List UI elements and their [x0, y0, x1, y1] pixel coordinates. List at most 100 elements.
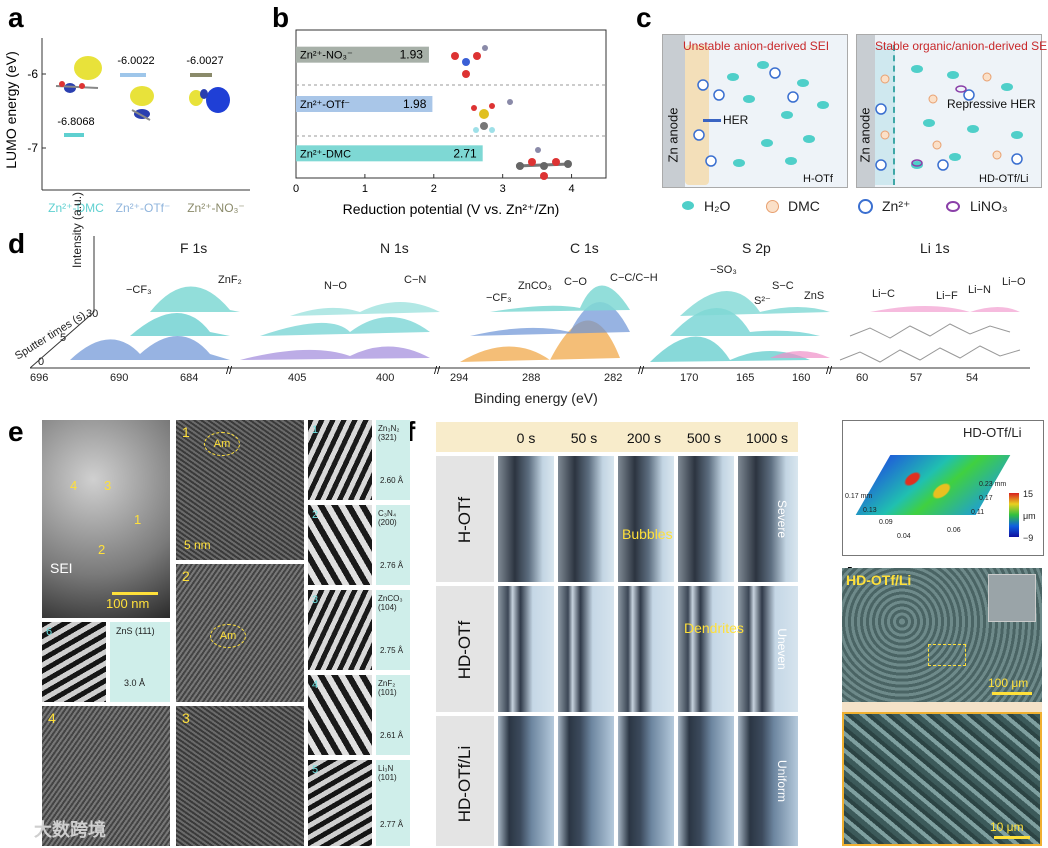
peak-li-o: Li−O — [1002, 276, 1026, 288]
status-uneven: Uneven — [775, 628, 789, 670]
peak-c-znco3: ZnCO₃ — [518, 280, 552, 292]
dendrites-label: Dendrites — [684, 620, 744, 636]
svg-text://: // — [434, 365, 441, 377]
xps-title-s2p: S 2p — [742, 240, 771, 256]
dspace-2: 2.76 Å — [380, 561, 404, 570]
profile-1: Zn₃N₂ (321) 2.60 Å — [376, 420, 410, 500]
molecule-no3-icon — [451, 45, 488, 78]
photo-r2-c4 — [678, 586, 734, 712]
panel-c-left-box: Zn anode Unstable anion-derived SEI HER … — [662, 34, 848, 188]
hr4-label: 4 — [48, 710, 56, 726]
orbital-no3-icon — [189, 87, 230, 113]
svg-text://: // — [638, 365, 645, 377]
time-1000s: 1000 s — [745, 430, 789, 446]
scale-100um: 100 μm — [988, 676, 1029, 690]
am-label-2: Am — [210, 624, 246, 648]
zoom-box — [928, 644, 966, 666]
peak-c-cf3: −CF₃ — [486, 292, 512, 304]
row-label-bg-2 — [436, 586, 494, 712]
scale-bar-top — [992, 692, 1032, 695]
panel-d-xps: Intensity (a.u.) Sputter times (s) 30 5 … — [13, 192, 1040, 412]
dspace-3: 2.75 Å — [380, 646, 404, 655]
colorbar-max: 15 — [1023, 489, 1034, 499]
time-200s: 200 s — [626, 430, 662, 446]
region-3-label: 3 — [104, 478, 112, 493]
legend-zn: Zn²⁺ — [882, 198, 911, 214]
am-label-1: Am — [204, 432, 240, 456]
tick-170: 170 — [680, 372, 699, 384]
photo-r3-c1 — [498, 716, 554, 846]
plane-1: Zn₃N₂ (321) — [378, 424, 400, 442]
time-0s: 0 s — [516, 430, 536, 446]
panel-a-cat-0: Zn²⁺-DMC — [48, 201, 104, 215]
peak-n-no: N−O — [324, 280, 347, 292]
photo-r1-c4 — [678, 456, 734, 582]
xps-title-f1s: F 1s — [180, 240, 208, 256]
xps-title-li1s: Li 1s — [920, 240, 950, 256]
ztick-5: 5 — [60, 332, 67, 344]
row-label-hotf: H-OTf — [455, 496, 474, 544]
fringe-image-2: 2 — [308, 505, 372, 585]
scale-10um: 10 μm — [990, 820, 1024, 834]
dspace-5: 2.77 Å — [380, 820, 404, 829]
panel-label-a: a — [8, 2, 24, 33]
tick-57: 57 — [910, 372, 923, 384]
panel-h-sem-low: HD-OTf/Li 100 μm — [842, 568, 1042, 702]
row-label-hdotfli: HD-OTf/Li — [455, 745, 474, 823]
time-50s: 50 s — [570, 430, 598, 446]
peak-s-zns: ZnS — [804, 290, 825, 302]
photo-r1-c1 — [498, 456, 554, 582]
xtick-label-1: 1 — [362, 183, 368, 195]
peak-s-so3: −SO₃ — [710, 264, 737, 276]
profile-2: C₃N₄ (200) 2.76 Å — [376, 505, 410, 585]
colorbar-unit: μm — [1023, 511, 1036, 521]
panel-c-right-tag: HD-OTf/Li — [979, 173, 1029, 185]
panel-f-optical: 0 s 50 s 200 s 500 s 1000 s H-OTf Severe… — [436, 422, 798, 846]
region-2-label: 2 — [98, 542, 106, 557]
panel-a-cat-1: Zn²⁺-OTf⁻ — [116, 201, 171, 215]
profile-4: ZnF₂ (101) 2.61 Å — [376, 675, 410, 755]
tick-282: 282 — [604, 372, 623, 384]
fringe-image-6: 6 — [42, 622, 106, 702]
legend-dmc: DMC — [788, 198, 820, 214]
lumo-level-otf — [120, 73, 146, 77]
xtick-label-0: 0 — [293, 183, 299, 195]
fringe-num-4: 4 — [312, 679, 319, 691]
fringe-num-6: 6 — [46, 626, 53, 638]
panel-a-cat-2: Zn²⁺-NO₃⁻ — [187, 201, 245, 215]
region-4-label: 4 — [70, 478, 78, 493]
time-500s: 500 s — [686, 430, 722, 446]
lumo-value-no3: -6.0027 — [186, 55, 223, 67]
tick-400: 400 — [376, 372, 395, 384]
panel-a-ytick-1: -7 — [27, 141, 38, 155]
bar-value-1: 1.98 — [403, 97, 427, 111]
unstable-sei-layer — [685, 45, 709, 185]
peak-n-cn: C−N — [404, 274, 427, 286]
xtick-label-2: 2 — [431, 183, 437, 195]
panel-c-left-tag: H-OTf — [803, 173, 833, 185]
g-axis-4: 0.11 — [971, 509, 985, 516]
row-label-hdotf: HD-OTf — [455, 620, 474, 680]
panel-label-f: f — [406, 416, 416, 447]
panel-g-title: HD-OTf/Li — [963, 425, 1022, 440]
panel-a-ytick-0: -6 — [27, 67, 38, 81]
peak-c-co: C−O — [564, 276, 587, 288]
photo-r3-c3 — [618, 716, 674, 846]
peak-li-f: Li−F — [936, 290, 958, 302]
scale-5nm: 5 nm — [184, 538, 211, 552]
fringe-image-3: 3 — [308, 590, 372, 670]
tick-684: 684 — [180, 372, 199, 384]
bar-category-0: Zn²⁺-NO₃⁻ — [300, 50, 353, 62]
peak-c-cc: C−C/C−H — [610, 272, 658, 284]
lumo-level-no3 — [190, 73, 212, 77]
colorbar — [1009, 493, 1019, 537]
bar-1 — [296, 96, 433, 112]
xps-title-c1s: C 1s — [570, 240, 599, 256]
row-label-bg-1 — [436, 456, 494, 582]
xps-title-n1s: N 1s — [380, 240, 409, 256]
tick-696: 696 — [30, 372, 49, 384]
bar-category-2: Zn²⁺-DMC — [300, 148, 351, 160]
inset-photo — [988, 574, 1036, 622]
scale-bar-main — [112, 592, 158, 595]
hrtem-region-4: 4 — [42, 706, 170, 846]
